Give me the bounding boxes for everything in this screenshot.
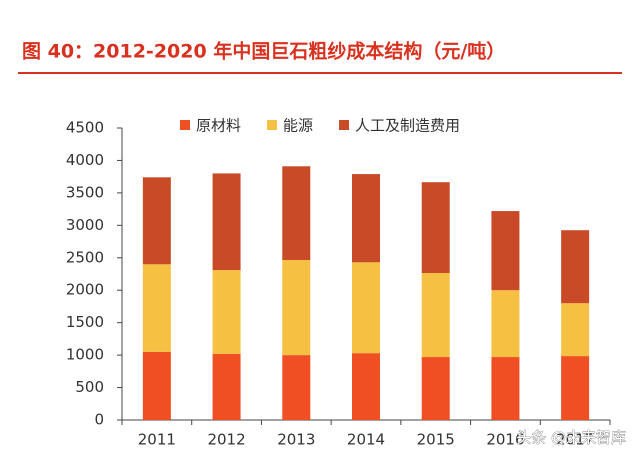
y-tick-label: 0 [94,411,104,429]
legend-label: 人工及制造费用 [355,117,460,135]
x-tick-label: 2013 [277,431,315,449]
chart-title: 图 40：2012-2020 年中国巨石粗纱成本结构（元/吨） [22,40,505,63]
bar-segment [491,211,520,291]
bar-segment [352,262,380,354]
bar-segment [142,351,171,420]
legend-label: 原材料 [196,117,241,135]
bar-segment [142,177,171,265]
bar-segment [352,174,380,263]
y-tick-label: 1500 [66,313,104,331]
x-tick-label: 2017 [556,431,594,449]
bar-segment [282,355,311,420]
bar-segment [282,260,311,356]
y-tick-label: 2000 [66,281,104,299]
y-tick-label: 1000 [66,346,104,364]
y-tick-label: 500 [75,378,104,396]
bar-segment [561,230,590,304]
bar-segment [561,356,590,420]
y-tick-label: 2500 [66,248,104,266]
bar-segment [421,357,450,420]
x-tick-label: 2011 [138,431,176,449]
bar-segment [212,353,241,420]
x-tick-label: 2015 [417,431,455,449]
x-tick-label: 2014 [347,431,385,449]
bar-segment [421,182,450,274]
legend-swatch [339,120,350,130]
bar-segment [352,353,380,420]
legend-swatch [267,120,278,130]
bar-segment [561,303,590,357]
bar-segment [212,173,241,271]
bar-segment [212,270,241,354]
bar-segment [491,357,520,420]
watermark: 头条 @未来智库 [516,429,626,447]
legend-swatch [180,120,190,130]
y-tick-label: 4000 [66,151,104,169]
y-tick-label: 3500 [66,183,104,201]
y-tick-label: 3000 [66,216,104,234]
bar-segment [142,264,171,352]
y-tick-label: 4500 [66,119,104,137]
bar-segment [421,273,450,358]
x-tick-label: 2012 [207,431,245,449]
bar-segment [282,166,311,261]
x-tick-label: 2016 [486,431,524,449]
bar-segment [491,290,520,358]
legend-label: 能源 [283,117,313,135]
